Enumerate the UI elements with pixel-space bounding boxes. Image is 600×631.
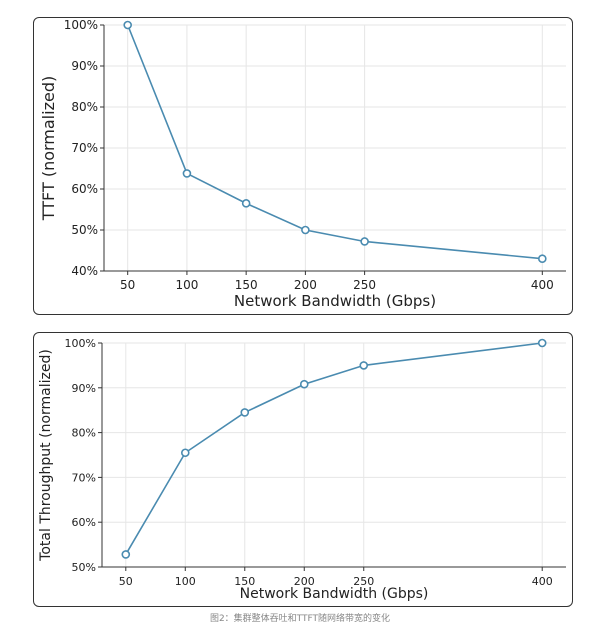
y-tick-label: 50% — [71, 223, 98, 237]
data-point — [182, 169, 192, 178]
data-point — [241, 199, 251, 208]
y-axis-label: Total Throughput (normalized) — [38, 349, 54, 562]
data-point — [240, 408, 250, 417]
y-tick-label: 90% — [72, 382, 96, 395]
x-tick-label: 250 — [353, 278, 376, 292]
ttft-chart: 40% 50% 60% 70% 80% 90% 100% 50 100 150 200 250 400 N… — [39, 18, 566, 310]
x-axis-label: Network Bandwidth (Gbps) — [240, 586, 429, 602]
y-tick-label: 60% — [71, 182, 98, 196]
y-tick-label: 80% — [71, 100, 98, 114]
x-tick-label: 150 — [235, 278, 258, 292]
data-point — [360, 237, 369, 246]
x-tick-label: 200 — [294, 575, 315, 588]
data-point — [121, 550, 131, 559]
x-tick-label: 50 — [120, 278, 135, 292]
x-tick-label: 100 — [175, 278, 198, 292]
data-point — [123, 20, 132, 30]
y-tick-label: 50% — [72, 561, 96, 574]
y-tick-label: 60% — [72, 516, 96, 529]
y-axis-label: TTFT (normalized) — [39, 76, 58, 221]
data-point — [299, 379, 309, 389]
data-point — [538, 254, 547, 263]
figure-caption: 图2：集群整体吞吐和TTFT随网络带宽的变化 — [209, 614, 391, 624]
y-tick-label: 100% — [65, 337, 96, 350]
data-point — [180, 448, 190, 458]
y-tick-label: 70% — [71, 141, 98, 155]
x-tick-label: 250 — [353, 575, 374, 588]
throughput-chart-panel: 50% 60% 70% 80% 90% 100% 50 100 150 200 250 400 Netw… — [33, 332, 573, 607]
x-tick-label: 100 — [175, 575, 196, 588]
series-line — [126, 24, 543, 260]
y-tick-label: 40% — [71, 264, 98, 278]
data-point — [301, 225, 310, 235]
y-tick-label: 80% — [72, 427, 96, 440]
y-tick-label: 100% — [64, 18, 98, 32]
y-tick-label: 70% — [72, 471, 96, 484]
series-line — [125, 342, 543, 555]
x-tick-label: 200 — [294, 278, 317, 292]
x-tick-label: 400 — [531, 278, 554, 292]
data-point — [359, 361, 369, 370]
y-tick-label: 90% — [71, 59, 98, 73]
x-tick-label: 50 — [119, 575, 133, 588]
x-tick-label: 150 — [234, 575, 255, 588]
data-point — [537, 338, 547, 348]
throughput-chart: 50% 60% 70% 80% 90% 100% 50 100 150 200 250 400 Netw… — [38, 337, 566, 602]
ttft-chart-panel: 40% 50% 60% 70% 80% 90% 100% 50 100 150 200 250 400 N… — [33, 17, 573, 315]
x-axis-label: Network Bandwidth (Gbps) — [234, 292, 436, 310]
x-tick-label: 400 — [532, 575, 553, 588]
